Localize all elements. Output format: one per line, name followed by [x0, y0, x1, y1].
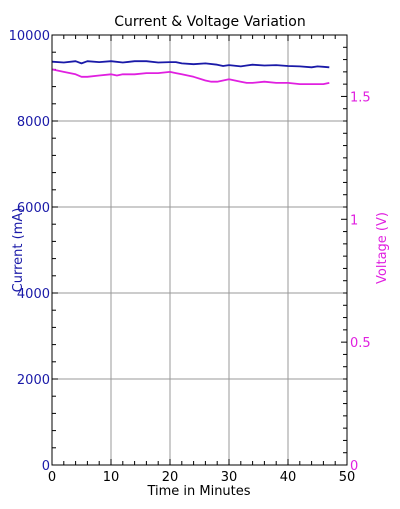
x-axis-label: Time in Minutes — [146, 484, 250, 499]
y-left-tick-label: 4000 — [17, 287, 50, 302]
tick-marks — [51, 34, 348, 466]
y-left-tick-label: 0 — [42, 459, 50, 474]
y-right-tick-label: 0.5 — [350, 336, 371, 351]
voltage-series-line — [51, 68, 330, 85]
x-tick-label: 10 — [103, 470, 120, 485]
chart-title: Current & Voltage Variation — [114, 14, 305, 30]
y-left-tick-label: 2000 — [17, 373, 50, 388]
y-left-tick-label: 6000 — [17, 201, 50, 216]
y-axis-right-label: Voltage (V) — [375, 212, 390, 284]
y-left-tick-label: 8000 — [17, 115, 50, 130]
x-tick-label: 40 — [280, 470, 297, 485]
x-tick-label: 50 — [339, 470, 356, 485]
y-left-tick-label: 10000 — [9, 29, 50, 44]
x-tick-label: 20 — [162, 470, 179, 485]
x-tick-label: 30 — [221, 470, 238, 485]
current-series-line — [51, 60, 330, 69]
x-tick-label: 0 — [48, 470, 56, 485]
tick-labels: 0 10 20 30 40 50020004000600080001000000.511.… — [9, 29, 371, 485]
y-right-tick-label: 1.5 — [350, 90, 371, 105]
grid — [51, 34, 348, 466]
plot-frame — [51, 34, 348, 466]
series-lines — [51, 60, 330, 85]
y-axis-left-label: Current (mA) — [11, 208, 26, 293]
y-right-tick-label: 1 — [350, 213, 358, 228]
y-right-tick-label: 0 — [350, 459, 358, 474]
